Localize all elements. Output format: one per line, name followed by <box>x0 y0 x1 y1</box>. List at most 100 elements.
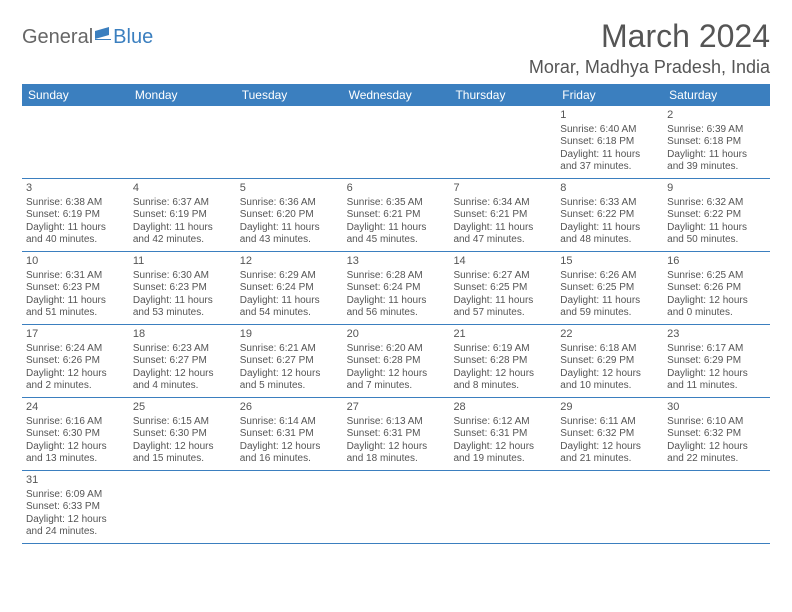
sunset-text: Sunset: 6:20 PM <box>240 209 339 222</box>
sunset-text: Sunset: 6:22 PM <box>667 209 766 222</box>
day-cell: 9Sunrise: 6:32 AMSunset: 6:22 PMDaylight… <box>663 179 770 251</box>
sunset-text: Sunset: 6:25 PM <box>560 282 659 295</box>
day-number: 27 <box>347 401 446 415</box>
day-cell: 1Sunrise: 6:40 AMSunset: 6:18 PMDaylight… <box>556 106 663 178</box>
sunrise-text: Sunrise: 6:25 AM <box>667 270 766 283</box>
daylight-text: Daylight: 12 hours and 16 minutes. <box>240 441 339 466</box>
day-number: 11 <box>133 255 232 269</box>
logo-text-1: General <box>22 26 93 49</box>
day-cell-empty <box>22 106 129 178</box>
sunset-text: Sunset: 6:22 PM <box>560 209 659 222</box>
daylight-text: Daylight: 11 hours and 39 minutes. <box>667 149 766 174</box>
day-cell: 12Sunrise: 6:29 AMSunset: 6:24 PMDayligh… <box>236 252 343 324</box>
day-number: 15 <box>560 255 659 269</box>
day-header-cell: Monday <box>129 84 236 106</box>
sunset-text: Sunset: 6:24 PM <box>240 282 339 295</box>
day-cell-empty <box>129 106 236 178</box>
sunrise-text: Sunrise: 6:13 AM <box>347 416 446 429</box>
week-row: 17Sunrise: 6:24 AMSunset: 6:26 PMDayligh… <box>22 325 770 398</box>
header: General Blue March 2024 Morar, Madhya Pr… <box>22 18 770 78</box>
day-number: 30 <box>667 401 766 415</box>
day-cell: 2Sunrise: 6:39 AMSunset: 6:18 PMDaylight… <box>663 106 770 178</box>
day-number: 28 <box>453 401 552 415</box>
sunrise-text: Sunrise: 6:35 AM <box>347 197 446 210</box>
sunset-text: Sunset: 6:21 PM <box>347 209 446 222</box>
day-cell-empty <box>236 471 343 543</box>
sunrise-text: Sunrise: 6:20 AM <box>347 343 446 356</box>
day-cell: 18Sunrise: 6:23 AMSunset: 6:27 PMDayligh… <box>129 325 236 397</box>
sunset-text: Sunset: 6:27 PM <box>240 355 339 368</box>
day-number: 16 <box>667 255 766 269</box>
day-cell: 30Sunrise: 6:10 AMSunset: 6:32 PMDayligh… <box>663 398 770 470</box>
day-cell: 5Sunrise: 6:36 AMSunset: 6:20 PMDaylight… <box>236 179 343 251</box>
day-cell: 22Sunrise: 6:18 AMSunset: 6:29 PMDayligh… <box>556 325 663 397</box>
week-row: 1Sunrise: 6:40 AMSunset: 6:18 PMDaylight… <box>22 106 770 179</box>
day-cell: 4Sunrise: 6:37 AMSunset: 6:19 PMDaylight… <box>129 179 236 251</box>
day-cell: 7Sunrise: 6:34 AMSunset: 6:21 PMDaylight… <box>449 179 556 251</box>
sunset-text: Sunset: 6:28 PM <box>347 355 446 368</box>
daylight-text: Daylight: 11 hours and 50 minutes. <box>667 222 766 247</box>
day-cell-empty <box>556 471 663 543</box>
daylight-text: Daylight: 11 hours and 48 minutes. <box>560 222 659 247</box>
daylight-text: Daylight: 12 hours and 8 minutes. <box>453 368 552 393</box>
sunrise-text: Sunrise: 6:21 AM <box>240 343 339 356</box>
day-number: 31 <box>26 474 125 488</box>
day-number: 8 <box>560 182 659 196</box>
sunrise-text: Sunrise: 6:36 AM <box>240 197 339 210</box>
logo: General Blue <box>22 26 153 49</box>
daylight-text: Daylight: 12 hours and 15 minutes. <box>133 441 232 466</box>
day-header-cell: Friday <box>556 84 663 106</box>
sunset-text: Sunset: 6:26 PM <box>26 355 125 368</box>
day-header-cell: Sunday <box>22 84 129 106</box>
sunrise-text: Sunrise: 6:32 AM <box>667 197 766 210</box>
daylight-text: Daylight: 12 hours and 19 minutes. <box>453 441 552 466</box>
day-number: 10 <box>26 255 125 269</box>
sunrise-text: Sunrise: 6:17 AM <box>667 343 766 356</box>
location: Morar, Madhya Pradesh, India <box>529 57 770 78</box>
day-cell: 21Sunrise: 6:19 AMSunset: 6:28 PMDayligh… <box>449 325 556 397</box>
daylight-text: Daylight: 12 hours and 13 minutes. <box>26 441 125 466</box>
sunset-text: Sunset: 6:31 PM <box>347 428 446 441</box>
day-number: 4 <box>133 182 232 196</box>
day-cell: 25Sunrise: 6:15 AMSunset: 6:30 PMDayligh… <box>129 398 236 470</box>
day-header-row: SundayMondayTuesdayWednesdayThursdayFrid… <box>22 84 770 106</box>
day-number: 14 <box>453 255 552 269</box>
sunrise-text: Sunrise: 6:11 AM <box>560 416 659 429</box>
day-number: 13 <box>347 255 446 269</box>
calendar-body: 1Sunrise: 6:40 AMSunset: 6:18 PMDaylight… <box>22 106 770 544</box>
day-header-cell: Saturday <box>663 84 770 106</box>
sunset-text: Sunset: 6:24 PM <box>347 282 446 295</box>
logo-flag-icon <box>95 27 113 41</box>
sunrise-text: Sunrise: 6:16 AM <box>26 416 125 429</box>
day-cell: 15Sunrise: 6:26 AMSunset: 6:25 PMDayligh… <box>556 252 663 324</box>
daylight-text: Daylight: 11 hours and 37 minutes. <box>560 149 659 174</box>
day-number: 6 <box>347 182 446 196</box>
sunrise-text: Sunrise: 6:12 AM <box>453 416 552 429</box>
sunset-text: Sunset: 6:27 PM <box>133 355 232 368</box>
day-number: 21 <box>453 328 552 342</box>
day-number: 22 <box>560 328 659 342</box>
sunset-text: Sunset: 6:25 PM <box>453 282 552 295</box>
day-cell: 19Sunrise: 6:21 AMSunset: 6:27 PMDayligh… <box>236 325 343 397</box>
day-cell-empty <box>449 106 556 178</box>
daylight-text: Daylight: 12 hours and 21 minutes. <box>560 441 659 466</box>
day-cell-empty <box>236 106 343 178</box>
sunrise-text: Sunrise: 6:10 AM <box>667 416 766 429</box>
daylight-text: Daylight: 11 hours and 42 minutes. <box>133 222 232 247</box>
day-cell-empty <box>129 471 236 543</box>
daylight-text: Daylight: 12 hours and 7 minutes. <box>347 368 446 393</box>
day-number: 3 <box>26 182 125 196</box>
daylight-text: Daylight: 12 hours and 24 minutes. <box>26 514 125 539</box>
day-number: 20 <box>347 328 446 342</box>
day-cell-empty <box>343 471 450 543</box>
daylight-text: Daylight: 12 hours and 22 minutes. <box>667 441 766 466</box>
sunrise-text: Sunrise: 6:40 AM <box>560 124 659 137</box>
sunset-text: Sunset: 6:29 PM <box>560 355 659 368</box>
daylight-text: Daylight: 12 hours and 18 minutes. <box>347 441 446 466</box>
sunrise-text: Sunrise: 6:24 AM <box>26 343 125 356</box>
sunset-text: Sunset: 6:30 PM <box>133 428 232 441</box>
sunset-text: Sunset: 6:26 PM <box>667 282 766 295</box>
sunset-text: Sunset: 6:19 PM <box>26 209 125 222</box>
day-cell: 28Sunrise: 6:12 AMSunset: 6:31 PMDayligh… <box>449 398 556 470</box>
sunrise-text: Sunrise: 6:34 AM <box>453 197 552 210</box>
